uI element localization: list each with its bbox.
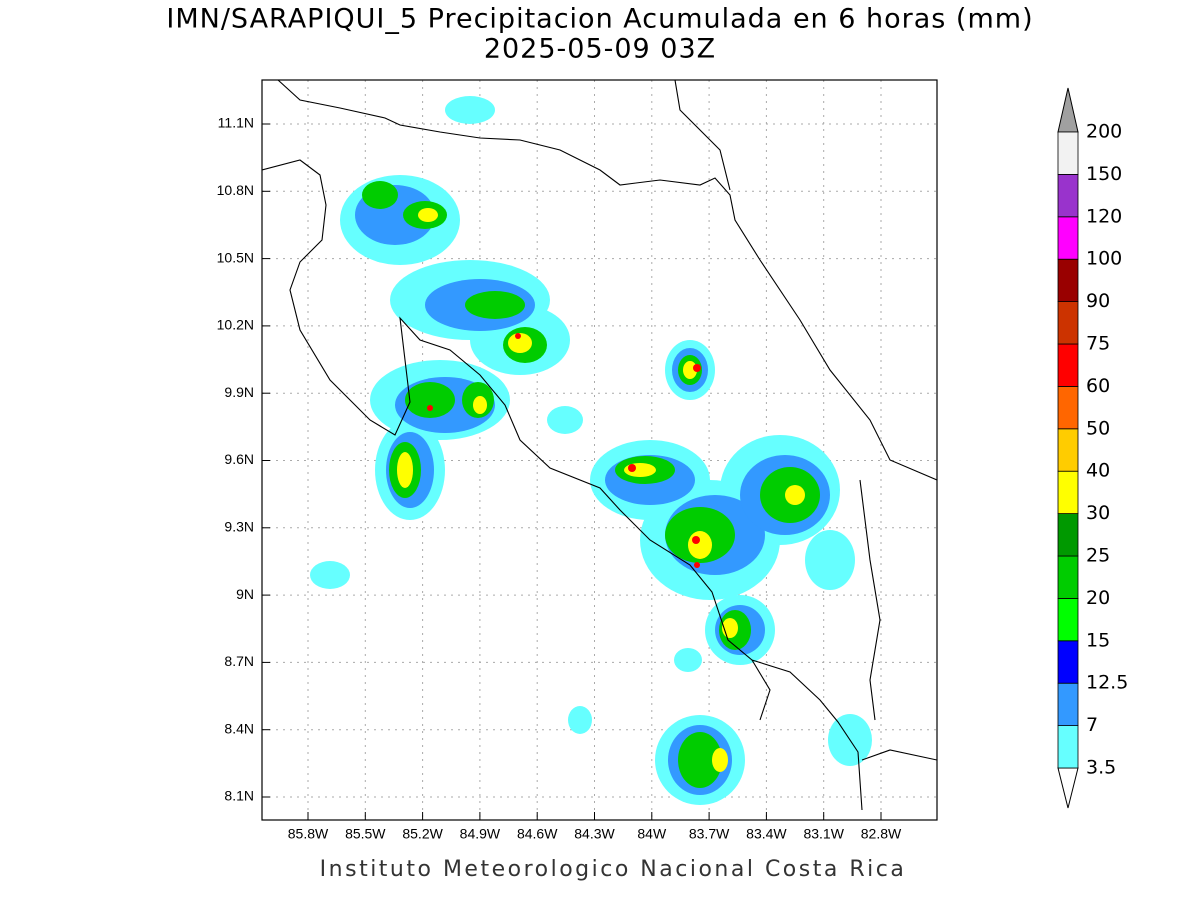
subtitle: 2025-05-09 03Z xyxy=(484,34,716,65)
colorbar-label: 50 xyxy=(1086,417,1110,439)
lon-label: 83.4W xyxy=(746,826,787,842)
lon-label: 84.6W xyxy=(517,826,558,842)
lon-label: 84.9W xyxy=(460,826,501,842)
colorbar: 3.5 7 12.5 15 20 25 30 40 50 60 75 90 100 120 150 200 xyxy=(1057,87,1128,809)
colorbar-swatch xyxy=(1057,682,1079,727)
colorbar-swatch xyxy=(1057,470,1079,515)
title: IMN/SARAPIQUI_5 Precipitacion Acumulada … xyxy=(166,4,1033,35)
coastlines xyxy=(262,80,937,811)
colorbar-label: 40 xyxy=(1086,460,1110,482)
colorbar-swatch xyxy=(1057,216,1079,260)
colorbar-swatch xyxy=(1057,513,1079,557)
lon-label: 85.2W xyxy=(402,826,443,842)
lat-label: 8.1N xyxy=(224,788,254,804)
lat-label: 8.7N xyxy=(224,653,254,669)
colorbar-label: 12.5 xyxy=(1086,672,1128,694)
colorbar-label: 90 xyxy=(1086,290,1110,312)
lat-label: 9.6N xyxy=(224,451,254,467)
lat-label: 10.5N xyxy=(217,249,254,265)
lat-label: 10.8N xyxy=(217,182,254,198)
footer: Instituto Meteorologico Nacional Costa R… xyxy=(320,857,907,882)
colorbar-label: 3.5 xyxy=(1086,757,1116,779)
colorbar-swatch xyxy=(1057,428,1079,472)
colorbar-swatch xyxy=(1057,173,1079,218)
colorbar-swatch xyxy=(1057,343,1079,387)
colorbar-label: 120 xyxy=(1086,205,1122,227)
lat-label: 9N xyxy=(236,586,254,602)
colorbar-label: 20 xyxy=(1086,587,1110,609)
lon-label: 84.3W xyxy=(574,826,615,842)
lat-label: 8.4N xyxy=(224,720,254,736)
lon-label: 83.7W xyxy=(689,826,730,842)
lon-label: 85.5W xyxy=(345,826,386,842)
colorbar-swatch xyxy=(1057,131,1079,175)
colorbar-swatch xyxy=(1057,725,1079,769)
colorbar-label: 100 xyxy=(1086,248,1122,270)
lat-label: 11.1N xyxy=(218,115,254,131)
colorbar-swatch xyxy=(1057,640,1079,684)
axis-labels: 85.8W 85.5W 85.2W 84.9W 84.6W 84.3W 84W 83.7W 83… xyxy=(217,115,902,842)
lon-label: 83.1W xyxy=(803,826,844,842)
colorbar-label: 200 xyxy=(1086,121,1122,143)
map-frame xyxy=(261,79,938,821)
colorbar-label: 30 xyxy=(1086,502,1110,524)
colorbar-label: 150 xyxy=(1086,163,1122,185)
colorbar-swatch xyxy=(1057,598,1079,642)
colorbar-label: 15 xyxy=(1086,629,1110,651)
colorbar-label: 7 xyxy=(1086,714,1098,736)
precipitation-field xyxy=(310,96,872,805)
colorbar-label: 75 xyxy=(1086,333,1110,355)
colorbar-label: 60 xyxy=(1086,375,1110,397)
colorbar-swatch xyxy=(1057,385,1079,430)
lon-label: 85.8W xyxy=(288,826,329,842)
lon-label: 84W xyxy=(637,826,667,842)
colorbar-label: 25 xyxy=(1086,545,1110,567)
lat-label: 9.3N xyxy=(224,519,254,535)
lat-label: 9.9N xyxy=(224,384,254,400)
lon-label: 82.8W xyxy=(861,826,902,842)
colorbar-swatch xyxy=(1057,301,1079,345)
colorbar-swatch xyxy=(1057,555,1079,599)
lat-label: 10.2N xyxy=(217,317,254,333)
colorbar-swatch xyxy=(1057,258,1079,303)
